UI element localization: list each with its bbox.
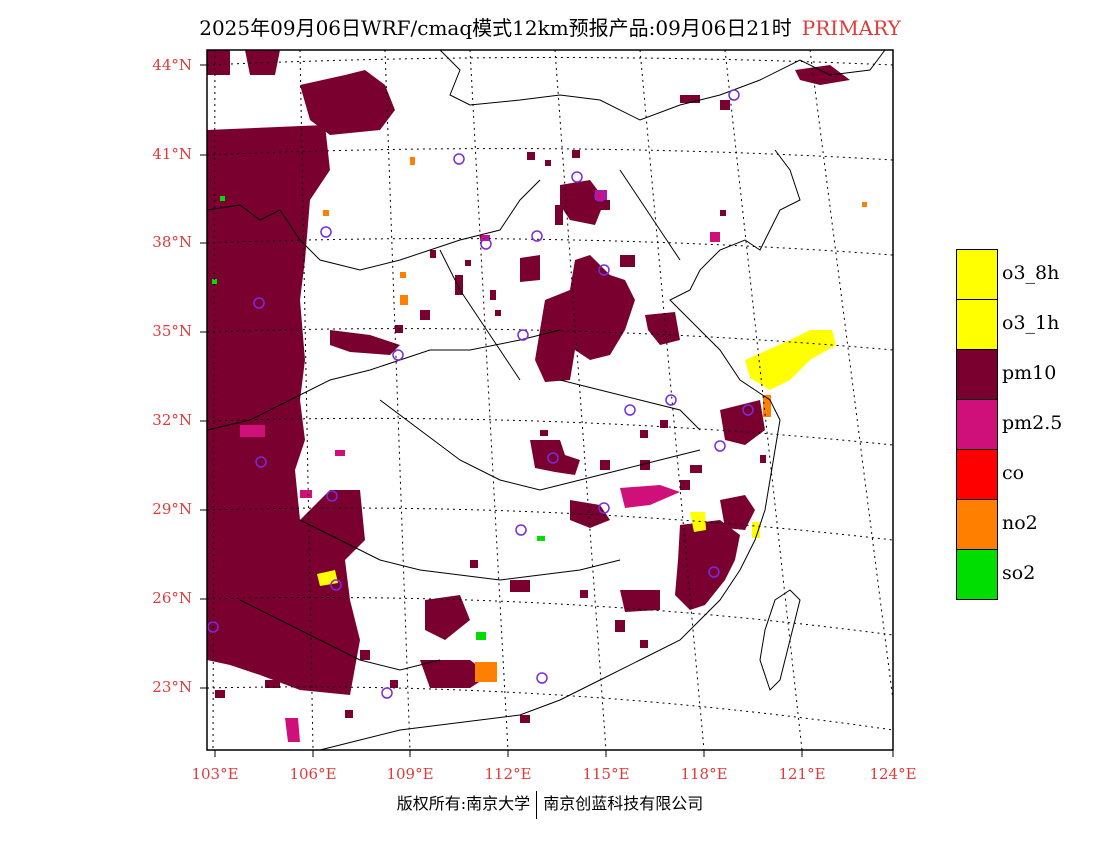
map-title: 2025年09月06日WRF/cmaq模式12km预报产品:09月06日21时 P… <box>0 12 1100 41</box>
lon-label: 124°E <box>869 765 917 783</box>
lon-label: 103°E <box>191 765 239 783</box>
lat-label: 38°N <box>152 233 192 251</box>
title-main: 2025年09月06日WRF/cmaq模式12km预报产品:09月06日21时 <box>199 16 792 40</box>
pm25-regions <box>240 190 720 742</box>
lat-label: 44°N <box>152 56 192 74</box>
lat-label: 35°N <box>152 322 192 340</box>
copyright: 版权所有:南京大学 南京创蓝科技有限公司 <box>0 790 1100 819</box>
o3-regions <box>317 330 836 586</box>
legend-label: o3_1h <box>1002 312 1060 334</box>
legend-swatch-o3-8h <box>957 250 997 300</box>
title-tag: PRIMARY <box>801 16 901 40</box>
legend-swatch-pm10 <box>957 350 997 400</box>
lon-label: 106°E <box>289 765 337 783</box>
legend-label: so2 <box>1002 562 1036 584</box>
legend-swatch-no2 <box>957 500 997 550</box>
lon-label: 115°E <box>582 765 630 783</box>
copyright-left: 版权所有:南京大学 <box>396 794 531 813</box>
legend-label: pm10 <box>1002 362 1057 384</box>
legend-label: o3_8h <box>1002 262 1060 284</box>
lat-label: 23°N <box>152 678 192 696</box>
pm10-specks <box>215 95 766 723</box>
lat-label: 41°N <box>152 145 192 163</box>
legend-swatch-so2 <box>957 550 997 599</box>
lon-label: 118°E <box>680 765 728 783</box>
legend-label: no2 <box>1002 512 1038 534</box>
legend-label: co <box>1002 462 1025 484</box>
copyright-divider <box>536 790 538 819</box>
city-markers <box>207 89 754 699</box>
legend-label: pm2.5 <box>1002 412 1063 434</box>
legend-swatch-co <box>957 450 997 500</box>
copyright-right: 南京创蓝科技有限公司 <box>543 794 704 813</box>
so2-regions <box>212 196 545 640</box>
lon-label: 109°E <box>386 765 434 783</box>
lat-label: 29°N <box>152 500 192 518</box>
legend-swatch-o3-1h <box>957 300 997 350</box>
map-frame <box>206 49 894 751</box>
lon-label: 121°E <box>778 765 826 783</box>
legend-swatch-pm25 <box>957 400 997 450</box>
no2-regions <box>323 157 867 682</box>
legend <box>956 249 998 600</box>
lat-label: 26°N <box>152 589 192 607</box>
pm10-regions <box>207 50 850 695</box>
lon-label: 112°E <box>484 765 532 783</box>
axis-ticks <box>200 64 894 757</box>
graticule <box>207 50 893 750</box>
lat-label: 32°N <box>152 411 192 429</box>
